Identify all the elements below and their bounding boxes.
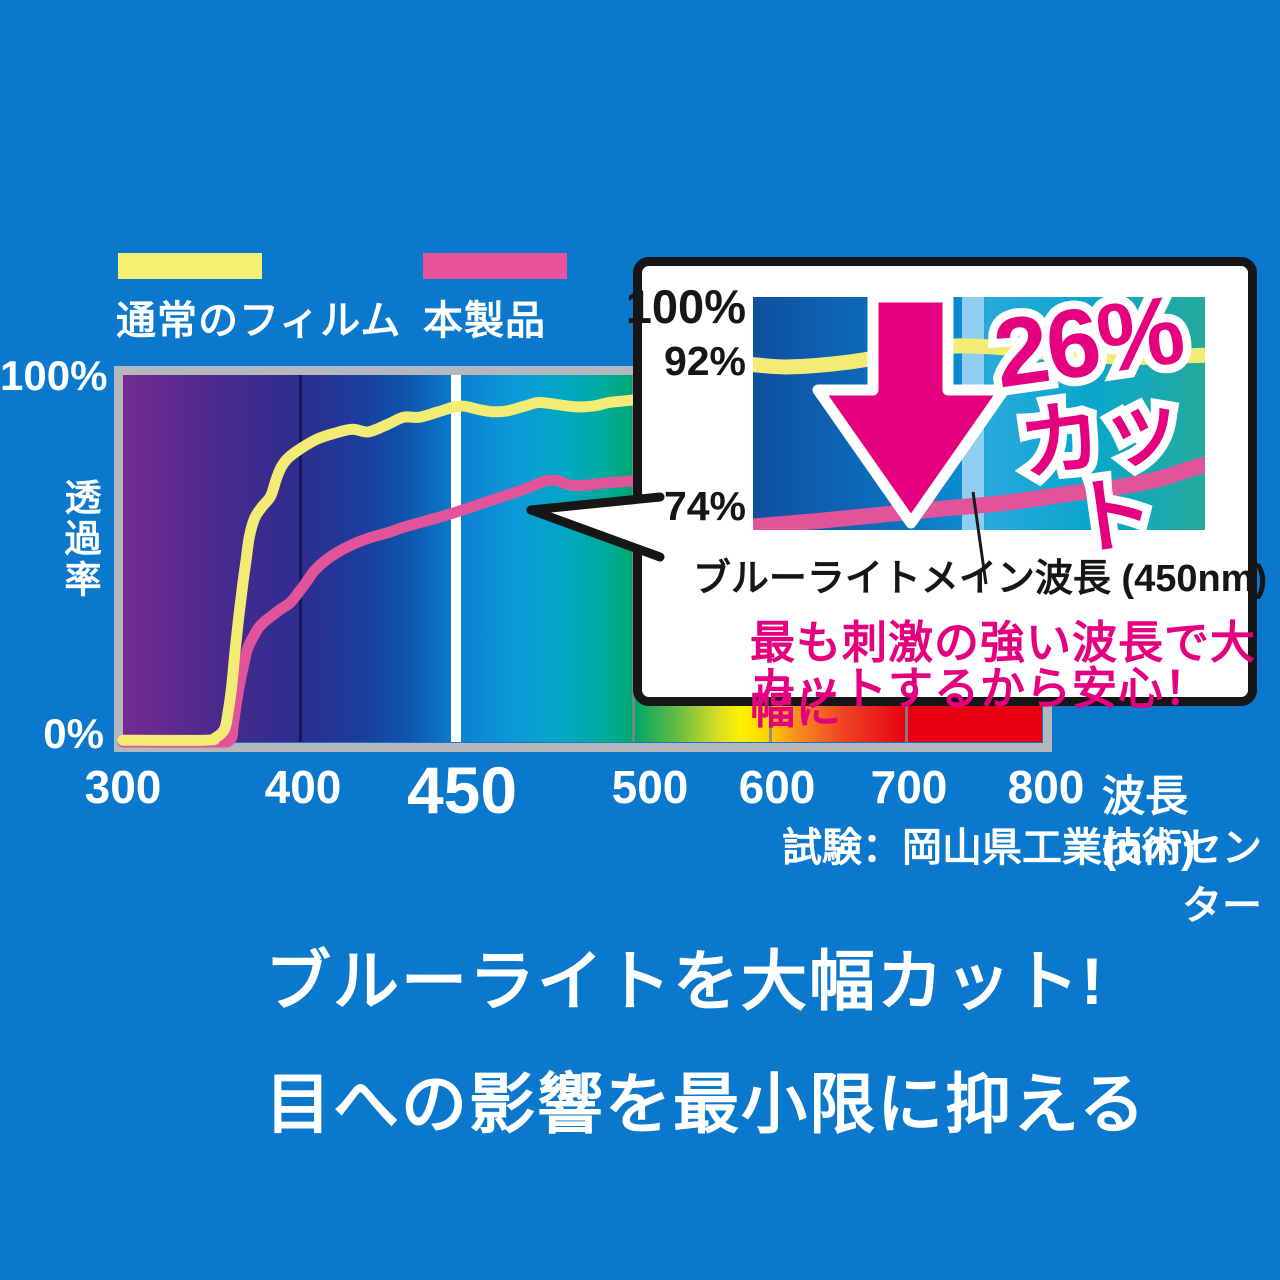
y-axis-label-0: 0% bbox=[43, 710, 104, 757]
x-tick-600: 600 bbox=[738, 761, 816, 813]
marker-line-450nm bbox=[451, 375, 461, 742]
gridline-400nm bbox=[299, 375, 302, 742]
legend-label-product: 本製品 bbox=[423, 299, 546, 343]
headline-line1: ブルーライトを大幅カット! bbox=[265, 944, 1105, 1018]
headline-line2: 目への影響を最小限に抑える bbox=[265, 1067, 1148, 1141]
callout-label-100: 100% bbox=[625, 280, 746, 333]
x-tick-700: 700 bbox=[870, 761, 948, 813]
x-tick-400: 400 bbox=[264, 761, 342, 813]
callout-caption: ブルーライトメイン波長 (450nm) bbox=[692, 558, 1268, 600]
cut-percentage-badge: 26% 26% カット カット bbox=[968, 266, 1233, 576]
x-tick-450: 450 bbox=[406, 753, 518, 827]
legend-label-normal-film: 通常のフィルム bbox=[116, 299, 402, 343]
test-attribution: 試験：岡山県工業技術センター bbox=[782, 826, 1262, 928]
callout-note-line2: カットするから安心！ bbox=[750, 663, 1211, 714]
legend-swatch-product bbox=[423, 253, 567, 279]
x-tick-500: 500 bbox=[611, 761, 689, 813]
y-axis-label-100: 100% bbox=[0, 352, 108, 399]
x-tick-800: 800 bbox=[1007, 761, 1085, 813]
y-axis-title: 透過率 bbox=[59, 478, 100, 601]
callout-note-line1: 最も刺激の強い波長で大幅に bbox=[750, 617, 1257, 733]
x-axis-unit: 波長(nm) bbox=[1102, 773, 1196, 872]
callout-label-74: 74% bbox=[663, 483, 746, 529]
callout-label-92: 92% bbox=[663, 338, 746, 384]
x-tick-300: 300 bbox=[84, 761, 162, 813]
legend-swatch-normal-film bbox=[118, 253, 262, 279]
